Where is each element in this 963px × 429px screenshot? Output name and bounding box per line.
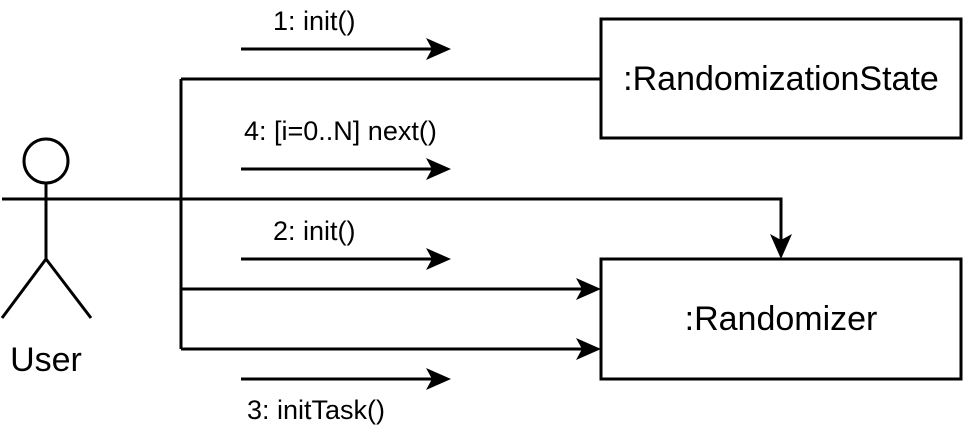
message-arrowhead (426, 158, 451, 180)
arrowhead-randomizer-top (770, 234, 792, 259)
message-label: 2: init() (273, 216, 356, 246)
message-1[interactable]: 1: init() (241, 6, 451, 60)
message-label: 1: init() (273, 6, 356, 36)
arrowhead-randomizer-upper (576, 278, 601, 300)
actor-label: User (10, 341, 82, 379)
message-arrowhead (426, 38, 451, 60)
randomizer-label: :Randomizer (685, 300, 878, 338)
message-2[interactable]: 2: init() (241, 216, 451, 270)
randomizer-box (599, 257, 963, 381)
links (90, 77, 792, 360)
message-arrowhead (426, 248, 451, 270)
actor-left-leg (0, 258, 48, 319)
actor-right-leg (44, 258, 93, 319)
randomization-state-label: :RandomizationState (623, 60, 939, 98)
randomization-state-box (599, 17, 963, 140)
arrowhead-randomizer-lower (576, 338, 601, 360)
message-4[interactable]: 4: [i=0..N] next() (241, 116, 451, 180)
message-label: 3: initTask() (247, 395, 385, 425)
link-user-to-randomizer-top (90, 197, 783, 240)
message-label: 4: [i=0..N] next() (244, 116, 437, 146)
object-randomizer[interactable]: :Randomizer (599, 257, 963, 381)
actor-user[interactable]: User (0, 137, 93, 379)
actor-head (22, 137, 70, 185)
object-randomization-state[interactable]: :RandomizationState (599, 17, 963, 140)
message-3[interactable]: 3: initTask() (241, 368, 451, 425)
message-arrowhead (426, 368, 451, 390)
